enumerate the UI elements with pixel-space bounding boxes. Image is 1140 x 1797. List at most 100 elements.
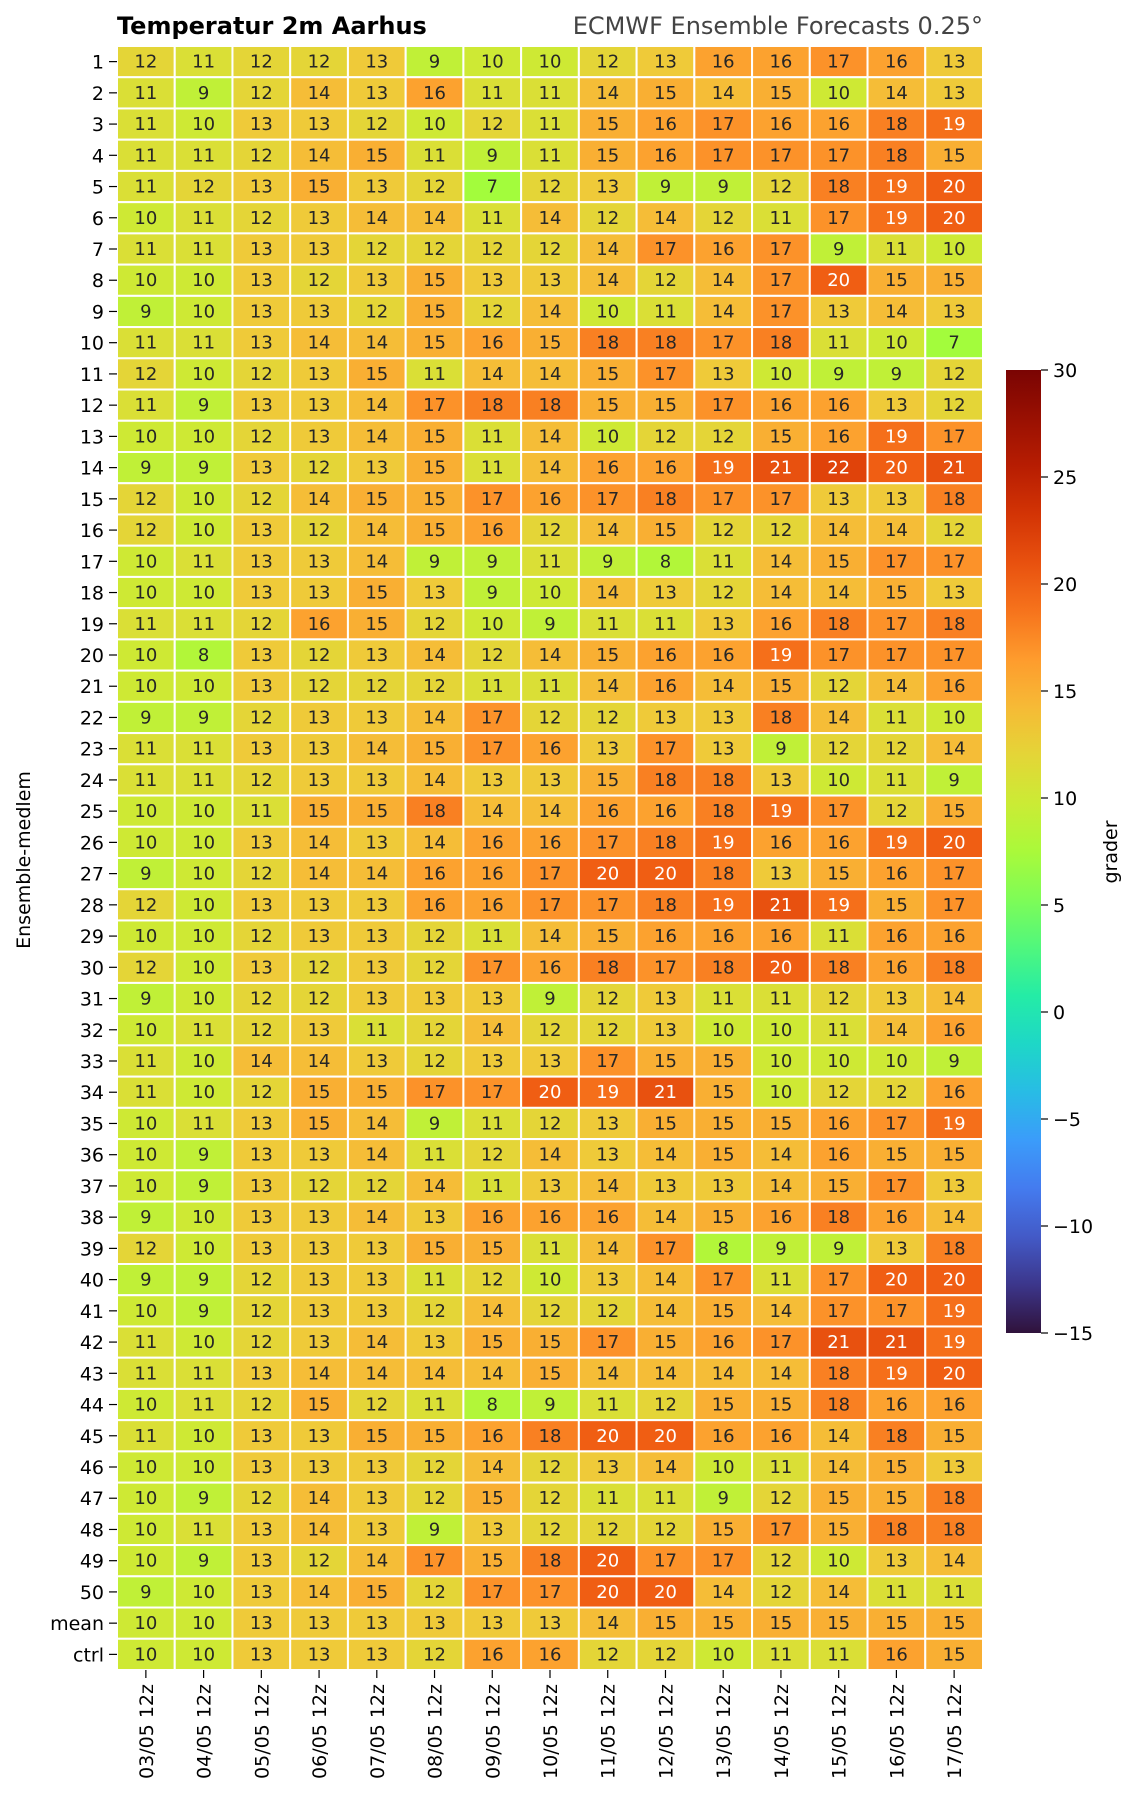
cell-value-label: 11 xyxy=(481,676,504,697)
cell-value-label: 16 xyxy=(481,895,504,916)
cell-value-label: 13 xyxy=(308,1426,331,1447)
row-tick-label: 20 xyxy=(80,645,104,667)
cell-value-label: 11 xyxy=(134,1332,157,1353)
cell-value-label: 15 xyxy=(769,83,792,104)
cell-value-label: 13 xyxy=(308,707,331,728)
cell-value-label: 16 xyxy=(654,676,677,697)
colorbar-tick-label: 30 xyxy=(1053,360,1077,382)
cell-value-label: 13 xyxy=(308,1238,331,1259)
cell-value-label: 19 xyxy=(943,1301,966,1322)
heatmap-cell xyxy=(635,45,696,79)
colorbar-tick-label: −15 xyxy=(1053,1323,1093,1345)
cell-value-label: 13 xyxy=(481,989,504,1010)
cell-value-label: 14 xyxy=(365,739,388,760)
cell-value-label: 12 xyxy=(943,520,966,541)
cell-value-label: 21 xyxy=(654,1082,677,1103)
cell-value-label: 10 xyxy=(134,676,157,697)
cell-value-label: 10 xyxy=(192,1426,215,1447)
cell-value-label: 13 xyxy=(250,1551,273,1572)
cell-value-label: 13 xyxy=(308,1332,331,1353)
cell-value-label: 12 xyxy=(365,1176,388,1197)
heatmap-cell xyxy=(462,419,523,453)
cell-value-label: 17 xyxy=(943,426,966,447)
cell-value-label: 11 xyxy=(827,1020,850,1041)
cell-value-label: 10 xyxy=(192,520,215,541)
cell-value-label: 9 xyxy=(429,1519,440,1540)
cell-value-label: 13 xyxy=(596,1113,619,1134)
cell-value-label: 11 xyxy=(539,83,562,104)
heatmap-cell xyxy=(231,669,292,703)
heatmap-cell xyxy=(231,263,292,297)
cell-value-label: 13 xyxy=(250,676,273,697)
cell-value-label: 11 xyxy=(596,1488,619,1509)
cell-value-label: 13 xyxy=(539,1051,562,1072)
heatmap-cell xyxy=(577,419,638,453)
cell-value-label: 13 xyxy=(365,1051,388,1072)
cell-value-label: 13 xyxy=(308,770,331,791)
cell-value-label: 13 xyxy=(250,1176,273,1197)
heatmap-cell xyxy=(116,107,176,141)
cell-value-label: 13 xyxy=(308,895,331,916)
cell-value-label: 16 xyxy=(827,1145,850,1166)
cell-value-label: 14 xyxy=(596,239,619,260)
cell-value-label: 9 xyxy=(140,458,151,479)
cell-value-label: 15 xyxy=(885,1145,908,1166)
cell-value-label: 12 xyxy=(712,583,735,604)
cell-value-label: 11 xyxy=(423,1270,446,1291)
cell-value-label: 9 xyxy=(833,239,844,260)
cell-value-label: 14 xyxy=(481,1363,504,1384)
cell-value-label: 11 xyxy=(250,801,273,822)
cell-value-label: 9 xyxy=(198,1270,209,1291)
cell-value-label: 16 xyxy=(654,645,677,666)
cell-value-label: 14 xyxy=(654,1270,677,1291)
colorbar-tick-label: −5 xyxy=(1053,1109,1081,1131)
cell-value-label: 12 xyxy=(596,707,619,728)
heatmap-cell xyxy=(635,263,696,297)
cell-value-label: 11 xyxy=(134,239,157,260)
row-tick-label: 31 xyxy=(80,989,104,1011)
heatmap-cell xyxy=(693,138,754,172)
cell-value-label: 16 xyxy=(827,395,850,416)
cell-value-label: 12 xyxy=(250,707,273,728)
cell-value-label: 11 xyxy=(539,551,562,572)
cell-value-label: 11 xyxy=(134,114,157,135)
cell-value-label: 11 xyxy=(423,1145,446,1166)
row-tick-label: 33 xyxy=(80,1051,104,1073)
cell-value-label: 11 xyxy=(596,614,619,635)
cell-value-label: 14 xyxy=(308,333,331,354)
cell-value-label: 9 xyxy=(544,1395,555,1416)
cell-value-label: 14 xyxy=(539,364,562,385)
cell-value-label: 12 xyxy=(539,1020,562,1041)
cell-value-label: 12 xyxy=(134,364,157,385)
heatmap-cell xyxy=(116,294,176,329)
heatmap-cell xyxy=(866,638,927,672)
cell-value-label: 15 xyxy=(365,145,388,166)
row-tick-label: 34 xyxy=(80,1082,104,1104)
cell-value-label: 14 xyxy=(423,770,446,791)
row-tick-label: 1 xyxy=(92,52,104,74)
cell-value-label: 13 xyxy=(250,1363,273,1384)
column-tick-label: 09/05 12z xyxy=(482,1684,504,1779)
cell-value-label: 11 xyxy=(423,145,446,166)
cell-value-label: 13 xyxy=(596,739,619,760)
row-tick-label: 2 xyxy=(92,83,104,105)
cell-value-label: 17 xyxy=(596,895,619,916)
heatmap-cell xyxy=(116,451,176,485)
cell-value-label: 15 xyxy=(827,1488,850,1509)
cell-value-label: 15 xyxy=(423,270,446,291)
cell-value-label: 17 xyxy=(712,333,735,354)
cell-value-label: 14 xyxy=(769,1301,792,1322)
cell-value-label: 9 xyxy=(602,551,613,572)
cell-value-label: 15 xyxy=(943,1145,966,1166)
cell-value-label: 12 xyxy=(250,364,273,385)
cell-value-label: 16 xyxy=(827,832,850,853)
cell-value-label: 17 xyxy=(596,489,619,510)
cell-value-label: 11 xyxy=(481,1176,504,1197)
cell-value-label: 13 xyxy=(365,895,388,916)
cell-value-label: 16 xyxy=(481,520,504,541)
cell-value-label: 15 xyxy=(885,1457,908,1478)
cell-value-label: 12 xyxy=(250,989,273,1010)
colorbar-tick-label: 10 xyxy=(1053,788,1077,810)
heatmap-cell xyxy=(346,575,407,610)
cell-value-label: 10 xyxy=(596,426,619,447)
